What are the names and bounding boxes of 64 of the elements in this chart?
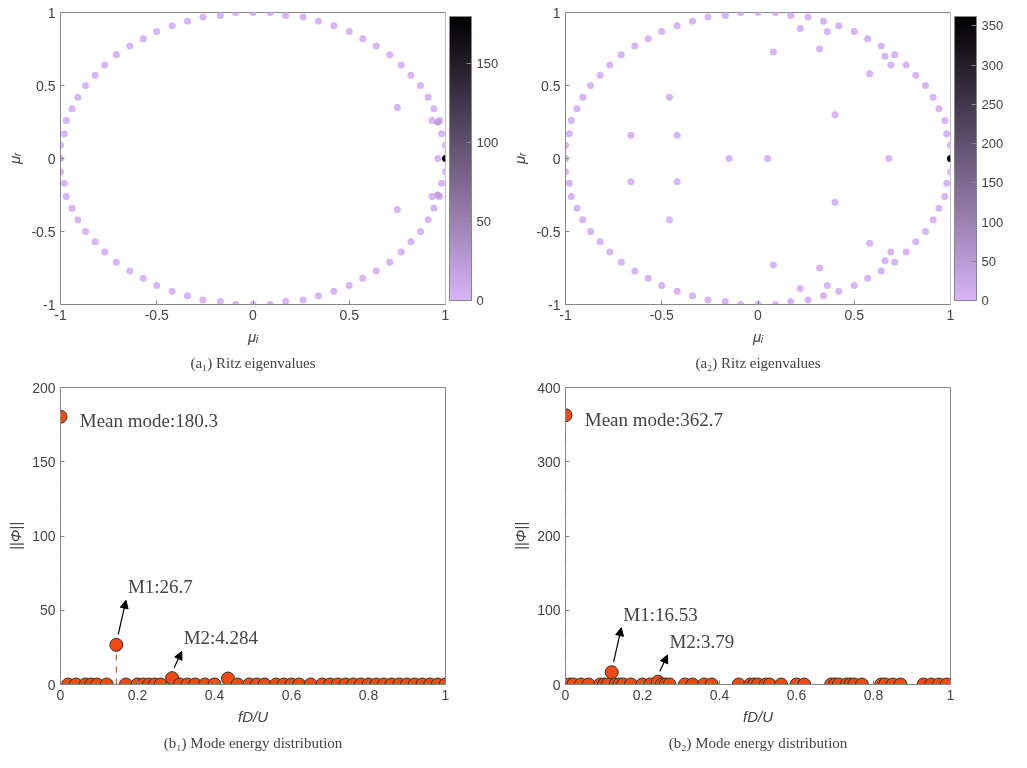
y-tick-label: 1 — [47, 4, 56, 21]
y-tick-label: 200 — [32, 379, 56, 396]
text: (b₁) Mode energy distribution — [163, 734, 343, 752]
x-axis-title: fD/U — [238, 707, 269, 725]
y-tick-label: 200 — [537, 528, 561, 544]
text: (a₂) Ritz eigenvalues — [695, 354, 821, 372]
annotation: M2:3.79 — [669, 630, 735, 652]
y-tick-label: 0.5 — [36, 77, 56, 94]
annotation: Mean mode:362.7 — [584, 408, 724, 430]
text: (a₁) Ritz eigenvalues — [190, 354, 316, 372]
y-axis-title: ||Φ|| — [512, 521, 530, 551]
x-tick-label: 0.4 — [204, 686, 225, 703]
x-tick-label: 0 — [754, 306, 763, 323]
x-tick-label: 0 — [249, 306, 258, 323]
x-tick-label: 0.5 — [844, 306, 865, 323]
x-tick-label: 1 — [441, 306, 450, 323]
x-tick-label: 1 — [946, 686, 955, 703]
annotation: M1:26.7 — [127, 576, 193, 598]
y-tick-label: -0.5 — [31, 223, 56, 240]
color-bar-label: 250 — [981, 96, 1004, 112]
y-tick-label: -0.5 — [536, 223, 561, 240]
color-bar-label: 50 — [981, 253, 996, 269]
x-tick-label: 0.8 — [863, 686, 884, 703]
y-tick-label: 0.5 — [541, 77, 561, 94]
x-tick-label: 0.2 — [127, 686, 148, 703]
color-bar-label: 100 — [476, 135, 499, 151]
color-bar-label: 300 — [981, 57, 1004, 73]
color-bar-label: 0 — [476, 293, 484, 308]
x-tick-label: -0.5 — [649, 306, 675, 323]
text: (b₂) Mode energy distribution — [668, 734, 848, 752]
x-tick-label: 1 — [441, 686, 450, 703]
y-tick-label: 400 — [537, 379, 561, 396]
x-tick-label: -0.5 — [144, 306, 170, 323]
x-tick-label: 0.2 — [632, 686, 653, 703]
color-bar-label: 50 — [476, 214, 491, 230]
y-tick-label: 0 — [552, 150, 561, 167]
color-bar-label: 150 — [981, 175, 1004, 191]
x-axis-title: μᵢ — [246, 327, 260, 345]
y-axis-title: ||Φ|| — [7, 521, 25, 551]
y-tick-label: 300 — [537, 453, 561, 470]
y-axis-title: μᵣ — [6, 151, 24, 166]
y-axis-title: μᵣ — [511, 151, 529, 166]
y-tick-label: 150 — [32, 453, 56, 470]
x-tick-label: 0.6 — [786, 686, 807, 703]
annotation: Mean mode:180.3 — [79, 410, 219, 432]
x-tick-label: 1 — [946, 306, 955, 323]
annotation: M1:16.53 — [623, 603, 698, 625]
color-bar-label: 150 — [476, 56, 499, 72]
x-axis-title: μᵢ — [751, 327, 765, 345]
x-axis-title: fD/U — [743, 707, 774, 725]
y-tick-label: 1 — [552, 4, 561, 21]
color-bar-label: 100 — [981, 214, 1004, 230]
y-tick-label: 50 — [39, 602, 56, 619]
y-tick-label: 0 — [47, 150, 56, 167]
x-tick-label: 0.5 — [339, 306, 360, 323]
color-bar-label: 0 — [981, 293, 989, 308]
color-bar-label: 350 — [981, 18, 1004, 34]
annotation: M2:4.284 — [183, 627, 259, 649]
x-tick-label: 0.6 — [281, 686, 302, 703]
color-bar-label: 200 — [981, 136, 1004, 152]
x-tick-label: 0.8 — [358, 686, 379, 703]
y-tick-label: 100 — [32, 528, 56, 544]
y-tick-label: 100 — [537, 602, 561, 619]
x-tick-label: 0.4 — [709, 686, 730, 703]
